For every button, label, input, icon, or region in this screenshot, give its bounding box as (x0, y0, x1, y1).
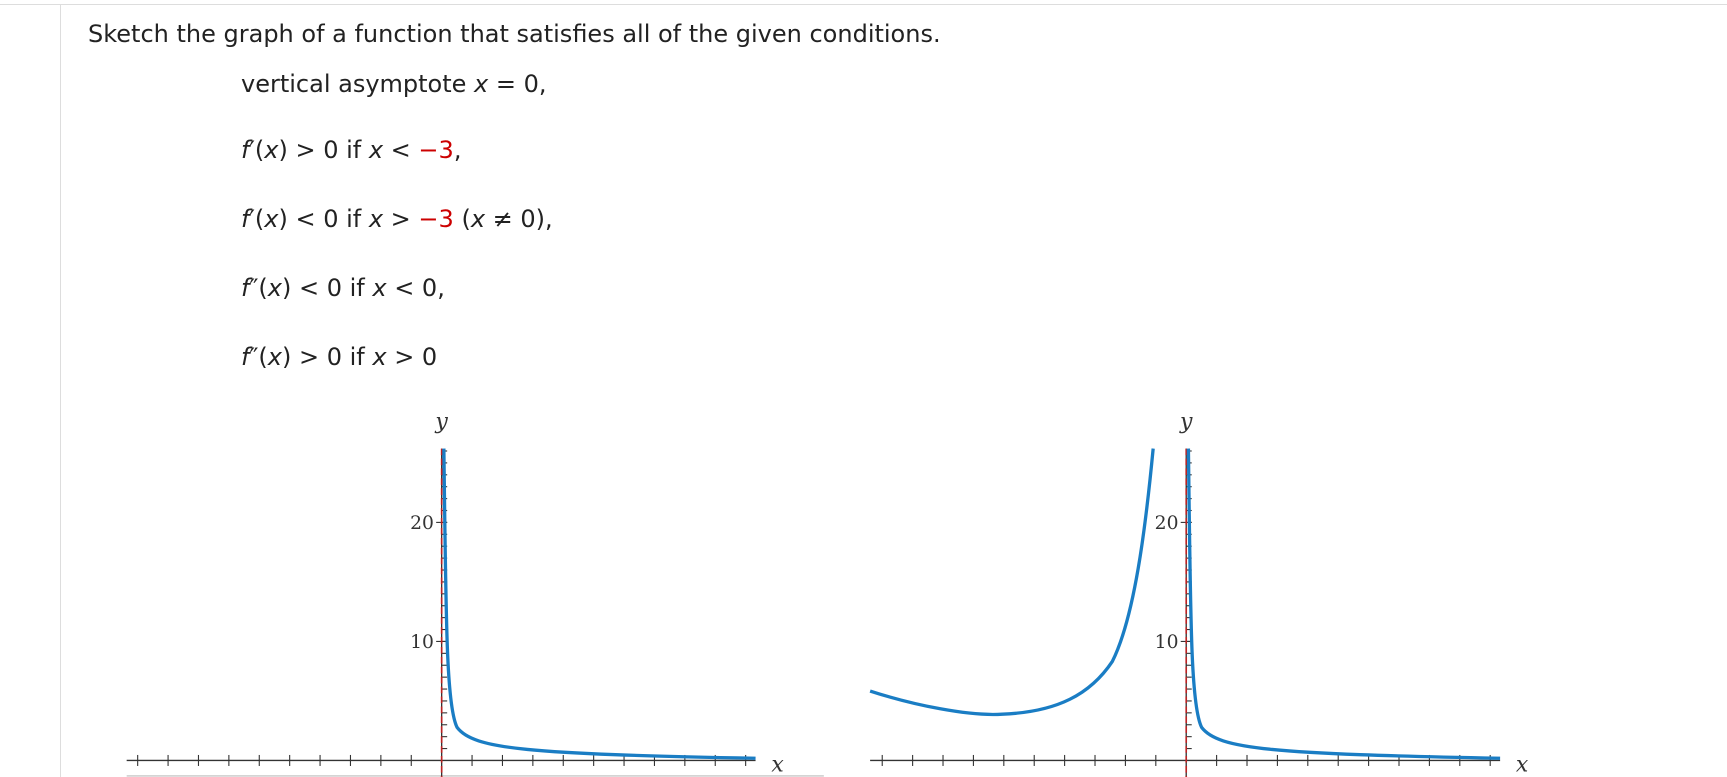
y-tick-label: 20 (1155, 513, 1179, 534)
prompt: Sketch the graph of a function that sati… (88, 20, 941, 48)
condition-text: = 0, (488, 70, 547, 98)
function-curve (1186, 448, 1501, 760)
condition-text: ′( (249, 136, 265, 164)
condition-text: > 0 (386, 343, 438, 371)
condition-text: ≠ 0), (485, 205, 553, 233)
frame-border (60, 4, 61, 777)
condition-text: x (267, 274, 282, 302)
y-tick-label: 10 (410, 632, 434, 653)
condition-text: ) > 0 if (281, 343, 373, 371)
condition: f′(x) > 0 if x < −3, (241, 136, 461, 164)
condition-text: x (368, 136, 384, 164)
condition-text: x (470, 205, 486, 233)
condition-text: ″( (249, 343, 268, 371)
x-axis-label: x (771, 752, 784, 777)
condition-text: −3 (418, 205, 454, 233)
condition-text: ) > 0 if (278, 136, 369, 164)
frame-border (0, 4, 1727, 5)
condition-text: ) < 0 if (278, 205, 369, 233)
condition-text: ) < 0 if (281, 274, 373, 302)
condition-text: f (241, 205, 250, 233)
condition-text: < (383, 136, 419, 164)
condition-text: < 0, (386, 274, 445, 302)
y-tick-label: 20 (410, 513, 434, 534)
function-curve (869, 448, 1155, 717)
condition-text: ′( (249, 205, 265, 233)
function-curve (442, 448, 756, 760)
condition: f″(x) > 0 if x > 0 (241, 343, 437, 371)
y-tick-label: 10 (1155, 632, 1179, 653)
condition: f′(x) < 0 if x > −3 (x ≠ 0), (241, 205, 553, 233)
condition-text: x (372, 274, 387, 302)
condition-text: x (368, 205, 384, 233)
condition-text: x (474, 70, 489, 98)
condition-text: > (383, 205, 419, 233)
condition-text: ″( (249, 274, 268, 302)
condition-text: vertical asymptote (241, 70, 475, 98)
condition-text: f (241, 343, 250, 371)
condition-text: x (264, 205, 279, 233)
y-axis-label: y (434, 410, 448, 435)
condition-text: f (241, 136, 250, 164)
condition: f″(x) < 0 if x < 0, (241, 274, 445, 302)
condition-text: −3 (418, 136, 454, 164)
condition-text: f (241, 274, 250, 302)
condition-text: ( (453, 205, 471, 233)
x-axis-label: x (1516, 752, 1529, 777)
condition-text: x (372, 343, 387, 371)
y-axis-label: y (1179, 410, 1193, 435)
condition-text: , (453, 136, 462, 164)
condition-text: x (267, 343, 282, 371)
condition-text: x (264, 136, 279, 164)
condition: vertical asymptote x = 0, (241, 70, 547, 98)
